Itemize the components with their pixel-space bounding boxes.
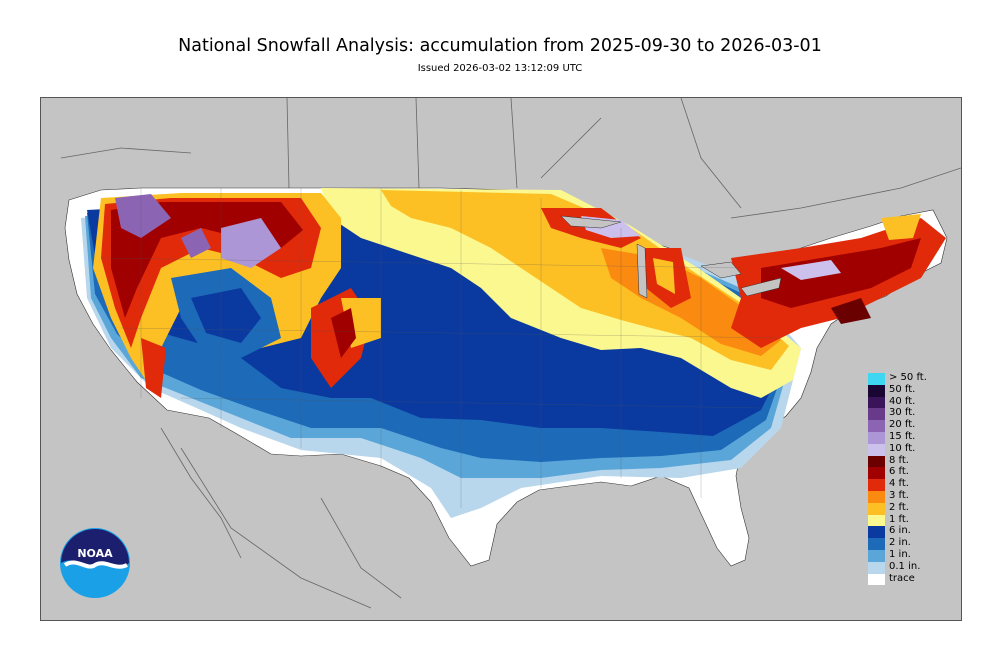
legend-item: 8 ft. [868, 454, 958, 468]
snowfall-map [40, 97, 962, 621]
legend-swatch [868, 467, 885, 480]
legend-label: 20 ft. [889, 419, 916, 431]
legend-item: 2 in. [868, 537, 958, 550]
boundary-lines [60, 98, 961, 609]
legend-item: 1 ft. [868, 513, 958, 527]
legend-swatch [868, 408, 885, 421]
legend-label: 6 ft. [889, 466, 909, 478]
logo-text: NOAA [77, 547, 113, 560]
legend-swatch [868, 573, 885, 586]
legend-label: 40 ft. [889, 395, 916, 407]
legend-label: 15 ft. [889, 430, 916, 442]
legend-label: 2 in. [889, 537, 911, 549]
legend-label: 1 ft. [889, 513, 909, 525]
legend-item: 1 in. [868, 548, 958, 562]
legend-item: 50 ft. [868, 383, 958, 397]
great-lakes [560, 215, 782, 299]
legend-swatch [868, 443, 885, 456]
legend-swatch [868, 514, 885, 527]
legend-label: 8 ft. [889, 454, 909, 466]
legend-item: 10 ft. [868, 442, 958, 456]
legend-item: 0.1 in. [868, 560, 958, 574]
legend-label: 30 ft. [889, 407, 916, 419]
western-snowpack [93, 193, 381, 398]
legend-label: 0.1 in. [889, 560, 921, 572]
legend-swatch [868, 538, 885, 550]
legend-item: 15 ft. [868, 430, 958, 444]
map-subtitle: Issued 2026-03-02 13:12:09 UTC [417, 63, 583, 74]
legend-item: 2 ft. [868, 501, 958, 515]
legend-label: trace [889, 572, 915, 584]
legend-swatch [868, 431, 885, 444]
legend-item: 30 ft. [868, 407, 958, 421]
legend: > 50 ft. 50 ft. 40 ft. 30 ft. 20 ft. 15 ft. 10… [868, 372, 958, 586]
legend-item: 40 ft. [868, 395, 958, 409]
legend-swatch [868, 502, 885, 515]
legend-label: 3 ft. [889, 489, 909, 501]
legend-label: 6 in. [889, 525, 911, 537]
legend-swatch [868, 490, 885, 503]
legend-item: 20 ft. [868, 419, 958, 432]
legend-item: > 50 ft. [868, 372, 958, 385]
legend-item: 6 in. [868, 525, 958, 539]
legend-item: 3 ft. [868, 489, 958, 503]
legend-swatch [868, 373, 885, 385]
legend-swatch [868, 526, 885, 539]
legend-swatch [868, 561, 885, 574]
legend-label: 10 ft. [889, 442, 916, 454]
noaa-logo-icon: NOAA [59, 527, 131, 599]
map-title: National Snowfall Analysis: accumulation… [178, 36, 822, 56]
legend-swatch [868, 479, 885, 491]
legend-swatch [868, 396, 885, 409]
legend-label: 2 ft. [889, 501, 909, 513]
legend-label: > 50 ft. [889, 372, 927, 383]
legend-item: 6 ft. [868, 466, 958, 480]
legend-label: 1 in. [889, 548, 911, 560]
legend-label: 50 ft. [889, 383, 916, 395]
legend-swatch [868, 549, 885, 562]
state-lines [100, 188, 782, 508]
legend-swatch [868, 384, 885, 397]
legend-swatch [868, 455, 885, 468]
legend-item: trace [868, 572, 958, 586]
legend-item: 4 ft. [868, 478, 958, 491]
map-canvas [60, 98, 961, 609]
legend-swatch [868, 420, 885, 432]
legend-label: 4 ft. [889, 478, 909, 490]
